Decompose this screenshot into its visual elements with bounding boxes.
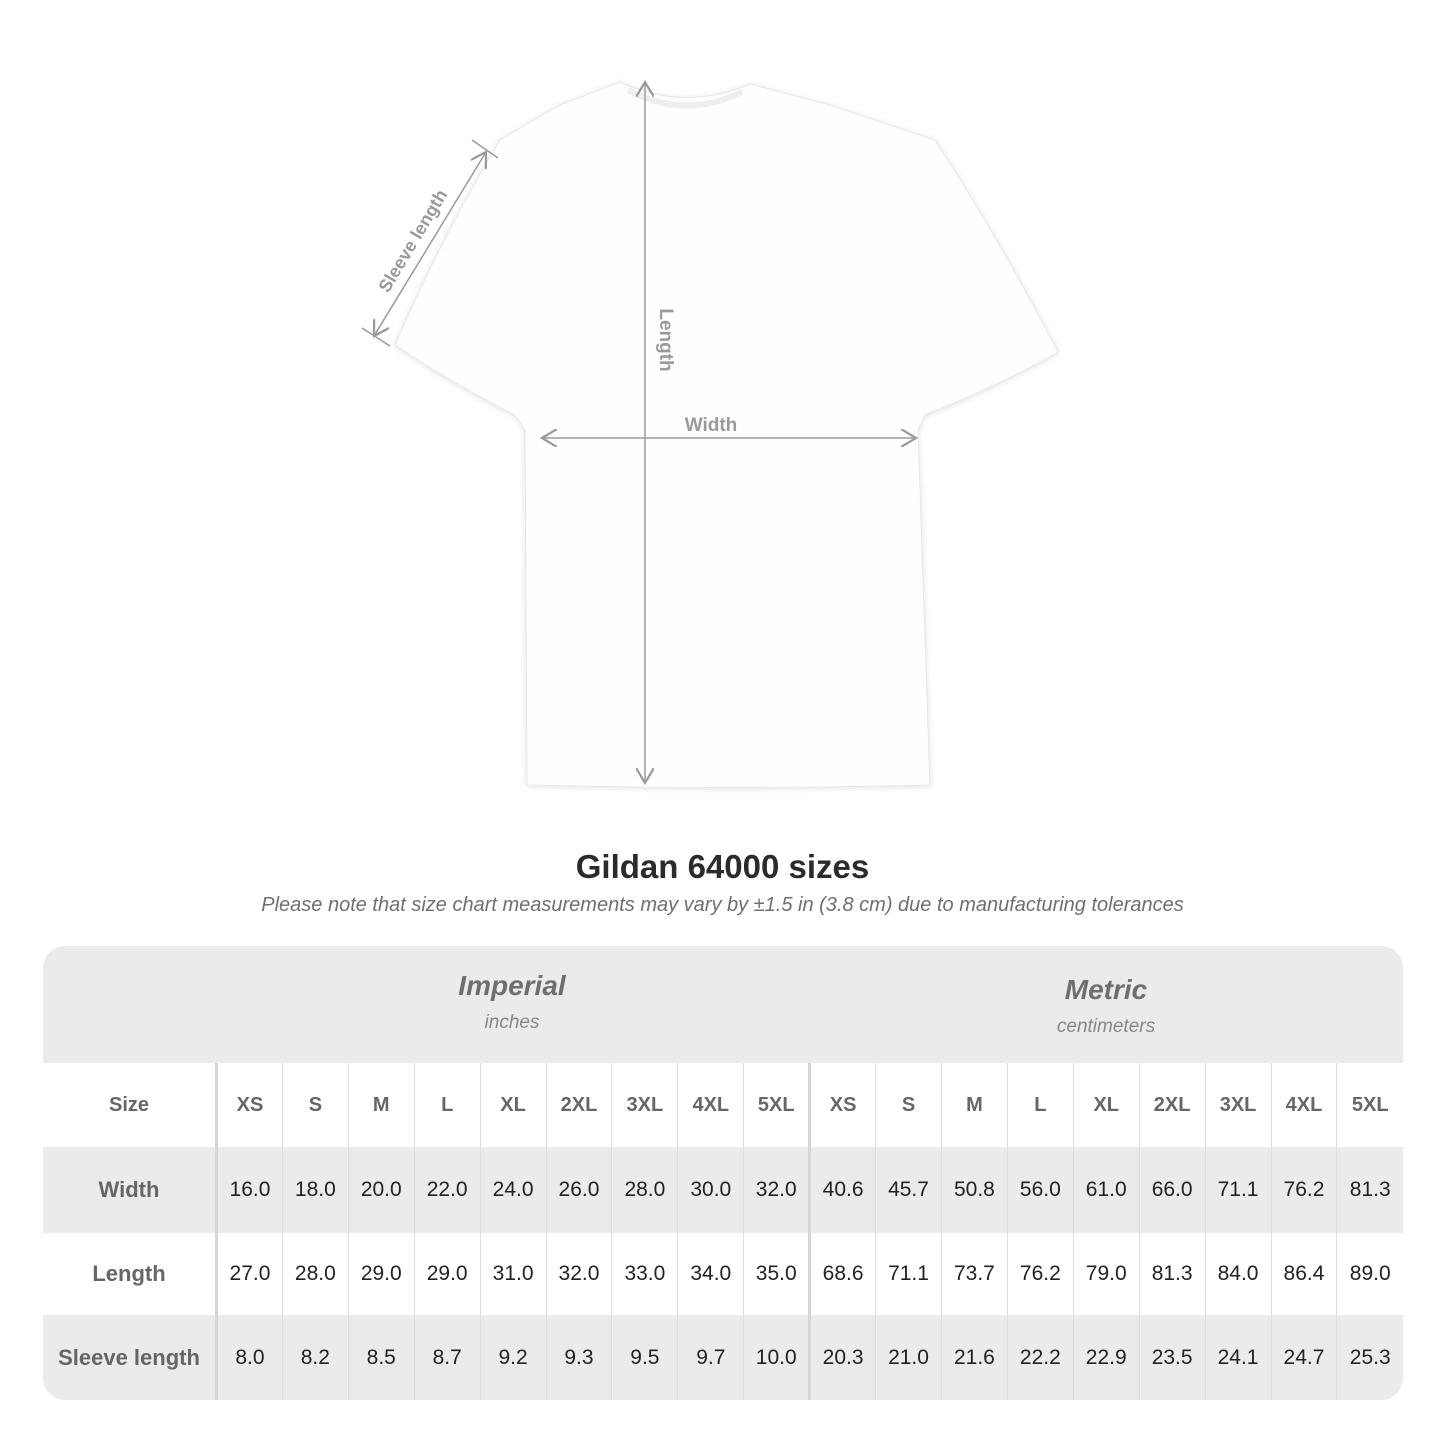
imperial-size-header: 4XL: [677, 1063, 744, 1147]
metric-value-cell: 61.0: [1072, 1147, 1140, 1233]
metric-value-cell: 81.3: [1336, 1147, 1403, 1233]
imperial-value-cell: 10.0: [743, 1315, 810, 1400]
imperial-value-cell: 9.2: [479, 1315, 547, 1400]
length-label: Length: [655, 308, 676, 371]
metric-value-cell: 86.4: [1270, 1233, 1337, 1315]
imperial-value-cell: 30.0: [677, 1147, 744, 1233]
metric-value-cell: 56.0: [1006, 1147, 1074, 1233]
imperial-value-cell: 16.0: [215, 1147, 283, 1233]
imperial-value-cell: 9.5: [611, 1315, 678, 1400]
metric-value-cell: 89.0: [1336, 1233, 1403, 1315]
size-grid: Size XS S M L XL 2XL 3XL 4XL 5XL XS S M L XL 2XL 3XL 4XL 5…: [43, 1063, 1403, 1400]
imperial-value-cell: 8.7: [413, 1315, 481, 1400]
metric-value-cell: 76.2: [1270, 1147, 1337, 1233]
metric-value-cell: 76.2: [1006, 1233, 1074, 1315]
metric-title: Metric: [1064, 974, 1148, 1005]
imperial-size-header: 3XL: [611, 1063, 678, 1147]
metric-value-cell: 23.5: [1138, 1315, 1206, 1400]
metric-size-header: 4XL: [1270, 1063, 1337, 1147]
table-row: Length 27.0 28.0 29.0 29.0 31.0 32.0 33.0 34.0 35…: [43, 1233, 1403, 1315]
metric-value-cell: 79.0: [1072, 1233, 1140, 1315]
metric-value-cell: 45.7: [875, 1147, 942, 1233]
imperial-value-cell: 32.0: [545, 1233, 612, 1315]
metric-unit: centimeters: [1056, 1016, 1156, 1037]
size-table: Imperial inches Metric centimeters Size X…: [43, 946, 1403, 1400]
imperial-size-header: L: [413, 1063, 481, 1147]
page-title: Gildan 64000 sizes: [575, 848, 870, 885]
metric-size-header: XL: [1072, 1063, 1140, 1147]
width-label: Width: [685, 415, 738, 436]
table-row: Sleeve length 8.0 8.2 8.5 8.7 9.2 9.3 9.5 9.7 10.…: [43, 1315, 1403, 1400]
imperial-value-cell: 9.3: [545, 1315, 612, 1400]
metric-size-header: M: [940, 1063, 1008, 1147]
metric-value-cell: 24.1: [1204, 1315, 1271, 1400]
row-label: Length: [43, 1233, 217, 1315]
metric-value-cell: 71.1: [1204, 1147, 1271, 1233]
imperial-value-cell: 33.0: [611, 1233, 678, 1315]
sleeve-line: [374, 152, 486, 336]
metric-size-header: 5XL: [1336, 1063, 1403, 1147]
metric-value-cell: 21.0: [875, 1315, 942, 1400]
imperial-value-cell: 8.0: [215, 1315, 283, 1400]
imperial-size-header: XS: [215, 1063, 283, 1147]
imperial-value-cell: 29.0: [347, 1233, 415, 1315]
metric-value-cell: 22.2: [1006, 1315, 1074, 1400]
metric-value-cell: 84.0: [1204, 1233, 1271, 1315]
metric-header: Metric centimeters: [809, 974, 1403, 1038]
size-header-row: Size XS S M L XL 2XL 3XL 4XL 5XL XS S M L XL 2XL 3XL 4XL 5…: [43, 1063, 1403, 1147]
imperial-unit: inches: [484, 1012, 540, 1033]
metric-value-cell: 68.6: [808, 1233, 876, 1315]
imperial-size-header: XL: [479, 1063, 547, 1147]
metric-size-header: L: [1006, 1063, 1074, 1147]
imperial-value-cell: 29.0: [413, 1233, 481, 1315]
imperial-size-header: 5XL: [743, 1063, 810, 1147]
metric-value-cell: 73.7: [940, 1233, 1008, 1315]
tshirt-diagram: Sleeve length Length Width: [361, 0, 1059, 788]
metric-value-cell: 40.6: [808, 1147, 876, 1233]
imperial-value-cell: 20.0: [347, 1147, 415, 1233]
metric-size-header: 3XL: [1204, 1063, 1271, 1147]
imperial-value-cell: 35.0: [743, 1233, 810, 1315]
imperial-value-cell: 31.0: [479, 1233, 547, 1315]
metric-value-cell: 21.6: [940, 1315, 1008, 1400]
imperial-size-header: M: [347, 1063, 415, 1147]
size-label: Size: [43, 1063, 217, 1147]
imperial-value-cell: 27.0: [215, 1233, 283, 1315]
imperial-value-cell: 28.0: [611, 1147, 678, 1233]
metric-value-cell: 22.9: [1072, 1315, 1140, 1400]
metric-size-header: S: [875, 1063, 942, 1147]
imperial-value-cell: 18.0: [281, 1147, 349, 1233]
imperial-value-cell: 26.0: [545, 1147, 612, 1233]
row-label: Width: [43, 1147, 217, 1233]
imperial-value-cell: 24.0: [479, 1147, 547, 1233]
imperial-size-header: S: [281, 1063, 349, 1147]
metric-size-header: XS: [808, 1063, 876, 1147]
imperial-size-header: 2XL: [545, 1063, 612, 1147]
imperial-value-cell: 28.0: [281, 1233, 349, 1315]
metric-value-cell: 71.1: [875, 1233, 942, 1315]
imperial-value-cell: 32.0: [743, 1147, 810, 1233]
metric-value-cell: 66.0: [1138, 1147, 1206, 1233]
imperial-value-cell: 8.5: [347, 1315, 415, 1400]
imperial-header: Imperial inches: [215, 970, 809, 1034]
imperial-value-cell: 9.7: [677, 1315, 744, 1400]
metric-value-cell: 24.7: [1270, 1315, 1337, 1400]
metric-value-cell: 81.3: [1138, 1233, 1206, 1315]
metric-size-header: 2XL: [1138, 1063, 1206, 1147]
metric-value-cell: 50.8: [940, 1147, 1008, 1233]
imperial-title: Imperial: [458, 970, 566, 1001]
imperial-value-cell: 22.0: [413, 1147, 481, 1233]
tolerance-note: Please note that size chart measurements…: [261, 894, 1184, 916]
row-label: Sleeve length: [43, 1315, 217, 1400]
imperial-value-cell: 34.0: [677, 1233, 744, 1315]
table-row: Width 16.0 18.0 20.0 22.0 24.0 26.0 28.0 30.0 32.…: [43, 1147, 1403, 1233]
imperial-value-cell: 8.2: [281, 1315, 349, 1400]
metric-value-cell: 25.3: [1336, 1315, 1403, 1400]
metric-value-cell: 20.3: [808, 1315, 876, 1400]
